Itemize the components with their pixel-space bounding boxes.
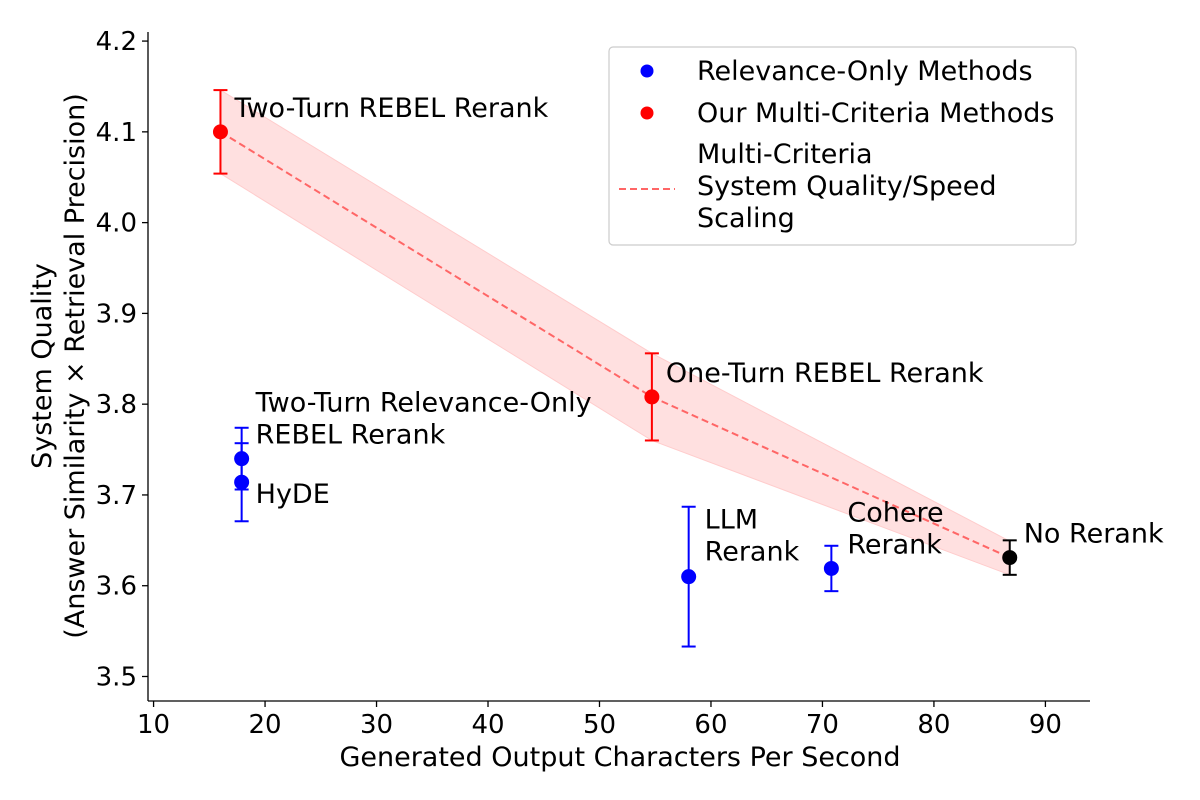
- point-two-turn-rebel: [212, 89, 228, 175]
- legend-marker-relevance: [640, 64, 654, 78]
- point-hyde: [234, 442, 250, 523]
- axes: 10 20 30 40 50 60 70 80 90 3.5 3.6 3.7 3.8 3.9 4.0 4.1 4…: [27, 27, 1090, 773]
- x-tick-label: 70: [806, 710, 839, 740]
- legend-label-scaling-line: System Quality/Speed: [697, 171, 996, 202]
- x-tick-label: 10: [137, 710, 170, 740]
- y-tick-label: 4.2: [96, 27, 137, 57]
- legend: Relevance-Only Methods Our Multi-Criteria…: [608, 46, 1077, 246]
- point-labels: Two-Turn REBEL Rerank One-Turn REBEL Rera…: [233, 93, 1163, 568]
- x-tick-label: 20: [249, 710, 282, 740]
- label-no-rerank: No Rerank: [1024, 519, 1164, 550]
- label-cohere-rerank-line: Cohere: [847, 497, 943, 528]
- label-llm-rerank-line: Rerank: [705, 537, 800, 568]
- legend-label-relevance: Relevance-Only Methods: [697, 56, 1033, 87]
- label-llm-rerank-line: LLM: [705, 505, 758, 536]
- y-tick-label: 3.9: [96, 299, 137, 329]
- x-tick-label: 80: [917, 710, 950, 740]
- label-llm-rerank: LLM Rerank: [705, 505, 800, 568]
- y-axis-title: System Quality(Answer Similarity × Retri…: [27, 93, 91, 639]
- label-two-turn-rebel-line: Two-Turn REBEL Rerank: [233, 93, 548, 124]
- label-no-rerank-line: No Rerank: [1024, 519, 1164, 550]
- marker-no-rerank: [1002, 550, 1018, 566]
- y-tick-label: 3.8: [96, 390, 137, 420]
- x-tick-label: 50: [583, 710, 616, 740]
- label-two-turn-relevance-only: Two-Turn Relevance-Only REBEL Rerank: [255, 388, 592, 451]
- label-two-turn-rebel: Two-Turn REBEL Rerank: [233, 93, 548, 124]
- point-no-rerank: [1002, 539, 1018, 576]
- x-tick-label: 90: [1029, 710, 1062, 740]
- y-tick-label: 3.5: [96, 662, 137, 692]
- x-tick-label: 30: [360, 710, 393, 740]
- label-two-turn-relevance-only-line: Two-Turn Relevance-Only: [255, 388, 592, 419]
- point-llm-rerank: [681, 505, 697, 648]
- x-tick-label: 60: [694, 710, 727, 740]
- y-axis-title-line: System Quality: [27, 263, 58, 469]
- marker-cohere-rerank: [823, 560, 839, 576]
- legend-label-relevance-line: Relevance-Only Methods: [697, 56, 1033, 87]
- label-hyde-line: HyDE: [256, 479, 330, 510]
- legend-label-multi-line: Our Multi-Criteria Methods: [697, 98, 1055, 129]
- x-tick-label: 40: [471, 710, 504, 740]
- legend-box: [608, 46, 1077, 246]
- y-axis-title-line: (Answer Similarity × Retrieval Precision…: [60, 93, 91, 639]
- label-two-turn-relevance-only-line: REBEL Rerank: [256, 420, 446, 451]
- legend-label-multi: Our Multi-Criteria Methods: [697, 98, 1055, 129]
- y-tick-label: 3.6: [96, 572, 137, 602]
- x-axis-title: Generated Output Characters Per Second: [339, 742, 900, 773]
- label-hyde: HyDE: [256, 479, 330, 510]
- label-cohere-rerank: Cohere Rerank: [847, 497, 943, 560]
- label-cohere-rerank-line: Rerank: [847, 529, 942, 560]
- legend-label-scaling-line: Multi-Criteria: [697, 139, 873, 170]
- marker-llm-rerank: [681, 569, 697, 585]
- y-tick-label: 4.0: [96, 209, 137, 239]
- data-points: [212, 89, 1018, 648]
- label-one-turn-rebel-line: One-Turn REBEL Rerank: [666, 358, 984, 389]
- point-cohere-rerank: [823, 544, 839, 593]
- y-tick-label: 3.7: [96, 481, 137, 511]
- legend-label-scaling-line: Scaling: [697, 203, 795, 234]
- label-one-turn-rebel: One-Turn REBEL Rerank: [666, 358, 984, 389]
- y-tick-label: 4.1: [96, 118, 137, 148]
- legend-label-scaling: Multi-Criteria System Quality/Speed Scalin…: [697, 139, 996, 234]
- marker-one-turn-rebel: [644, 389, 660, 405]
- marker-two-turn-rebel: [212, 124, 228, 140]
- legend-marker-multi: [640, 106, 654, 120]
- marker-hyde: [234, 474, 250, 490]
- point-one-turn-rebel: [644, 352, 660, 442]
